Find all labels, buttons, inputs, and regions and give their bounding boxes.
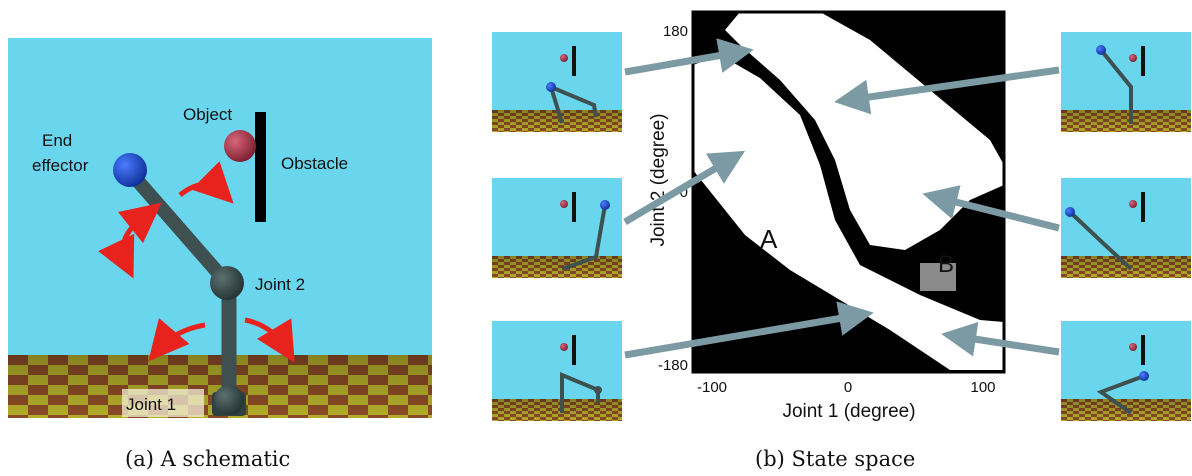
rotation-arrow-top bbox=[178, 161, 234, 204]
joint-1-sphere bbox=[214, 385, 244, 415]
label-end-effector-line2: effector bbox=[32, 156, 89, 175]
thumbnail-right-middle bbox=[1061, 178, 1191, 278]
region-label-a: A bbox=[760, 224, 778, 254]
obstacle-bar bbox=[255, 112, 266, 222]
thumb-end-effector bbox=[600, 200, 610, 210]
thumb-arm bbox=[1068, 210, 1133, 271]
panel-a-schematic: Object Obstacle End effector Joint 2 Joi… bbox=[8, 38, 432, 471]
y-axis-label: Joint 2 (degree) bbox=[648, 113, 669, 246]
caption-a: (a) A schematic bbox=[125, 447, 290, 471]
region-label-b: B bbox=[938, 251, 954, 278]
x-axis-label: Joint 1 (degree) bbox=[782, 401, 915, 422]
rotation-arrow-base-right bbox=[244, 317, 295, 363]
object-ball bbox=[224, 130, 256, 162]
y-tick-0: 0 bbox=[680, 184, 688, 201]
joint-2-sphere bbox=[210, 266, 244, 300]
sky-background bbox=[8, 38, 432, 358]
label-object: Object bbox=[183, 105, 232, 124]
thumb-arm bbox=[547, 83, 598, 124]
label-joint-2: Joint 2 bbox=[255, 275, 305, 294]
thumb-end-effector bbox=[546, 82, 556, 92]
x-tick-0: 0 bbox=[844, 379, 852, 396]
pointer-arrow-right-bottom bbox=[941, 321, 1060, 357]
x-tick-100: 100 bbox=[970, 379, 995, 396]
free-space-lower-band bbox=[693, 55, 1004, 370]
pointer-arrow-left-middle bbox=[623, 150, 746, 226]
thumb-arm bbox=[1096, 374, 1145, 415]
state-space-plot-frame bbox=[691, 10, 1006, 374]
thumb-end-effector bbox=[1065, 207, 1075, 217]
y-tick-180: 180 bbox=[663, 23, 688, 40]
thumb-arm bbox=[1099, 48, 1133, 124]
pointer-arrow-right-middle bbox=[922, 185, 1060, 232]
joint-1-label-background bbox=[122, 389, 204, 417]
region-b-patch bbox=[920, 263, 956, 291]
caption-b: (b) State space bbox=[755, 447, 915, 471]
y-tick-neg180: -180 bbox=[658, 357, 688, 374]
thumb-end-effector bbox=[1096, 45, 1106, 55]
thumbnail-right-bottom bbox=[1061, 321, 1191, 421]
thumbnail-left-middle bbox=[492, 178, 622, 278]
label-obstacle: Obstacle bbox=[281, 154, 348, 173]
label-joint-1: Joint 1 bbox=[126, 395, 176, 414]
thumb-arm bbox=[560, 372, 600, 413]
pointer-arrow-left-bottom bbox=[624, 301, 874, 359]
end-effector-ball bbox=[113, 153, 147, 187]
thumb-end-effector bbox=[1139, 371, 1149, 381]
pointer-arrow-right-top bbox=[834, 66, 1060, 115]
panel-b-state-space: A B 180 0 -180 -100 0 100 Joint 1 (degre… bbox=[492, 10, 1191, 471]
thumbnail-left-top bbox=[492, 32, 622, 132]
thumb-arm bbox=[561, 204, 607, 271]
label-end-effector-line1: End bbox=[42, 131, 72, 150]
thumb-end-effector bbox=[594, 386, 602, 394]
thumbnail-left-bottom bbox=[492, 321, 622, 421]
thumbnail-right-top bbox=[1061, 32, 1191, 132]
rotation-arrow-left-head bbox=[117, 202, 162, 244]
pointer-arrow-left-top bbox=[624, 38, 754, 76]
rotation-arrow-base-left bbox=[148, 317, 206, 362]
link-2 bbox=[123, 165, 234, 290]
x-tick-neg100: -100 bbox=[697, 379, 727, 396]
